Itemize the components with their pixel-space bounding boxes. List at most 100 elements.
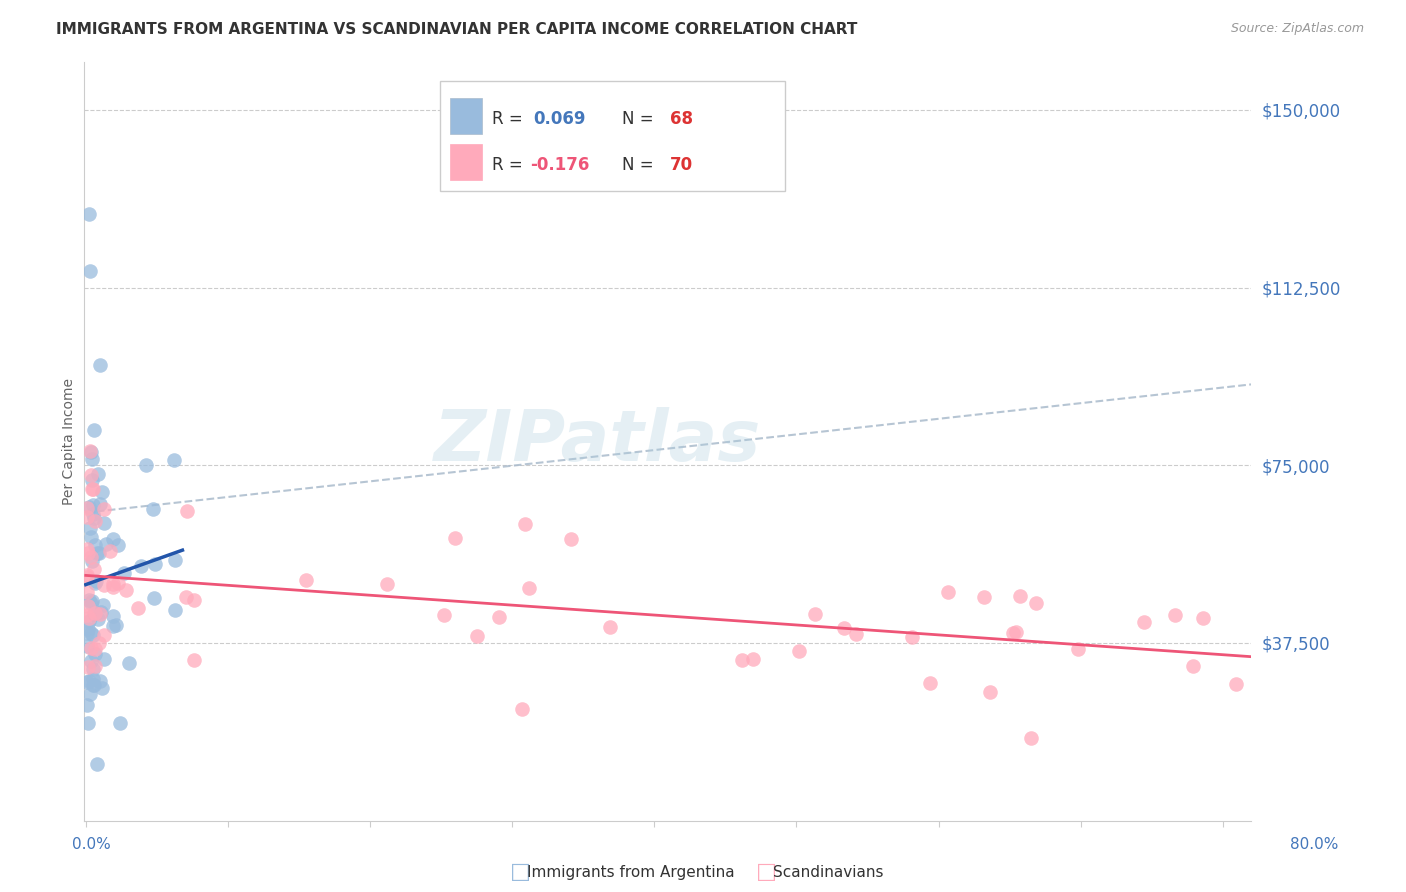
Point xyxy=(80,445,103,459)
Point xyxy=(135,458,157,473)
Point xyxy=(145,558,167,572)
Point xyxy=(1001,626,1024,640)
Point xyxy=(76,570,98,584)
Text: N =: N = xyxy=(623,156,659,174)
Point xyxy=(1021,731,1043,745)
Text: R =: R = xyxy=(492,156,527,174)
Point xyxy=(101,532,124,546)
Point xyxy=(79,521,101,535)
Point xyxy=(76,608,98,623)
Point xyxy=(84,606,107,620)
Point xyxy=(80,452,103,467)
Text: ZIPatlas: ZIPatlas xyxy=(434,407,762,476)
Point xyxy=(83,514,105,528)
Text: 80.0%: 80.0% xyxy=(1291,838,1339,852)
Point xyxy=(89,607,111,621)
Point xyxy=(900,630,922,644)
Point xyxy=(183,653,205,667)
Point xyxy=(87,467,110,482)
Point xyxy=(444,532,467,546)
Text: N =: N = xyxy=(623,111,659,128)
Point xyxy=(1132,615,1154,629)
Point xyxy=(77,592,100,607)
Text: Source: ZipAtlas.com: Source: ZipAtlas.com xyxy=(1230,22,1364,36)
Point xyxy=(76,674,98,689)
Point xyxy=(83,423,105,437)
Point xyxy=(80,467,103,482)
Point xyxy=(77,207,100,221)
Text: □: □ xyxy=(510,863,530,882)
Point xyxy=(803,607,825,621)
Point xyxy=(165,553,187,567)
Point xyxy=(142,502,165,516)
Point xyxy=(83,647,105,661)
Point xyxy=(112,566,135,580)
Text: 70: 70 xyxy=(671,156,693,174)
Point xyxy=(90,605,112,619)
Point xyxy=(845,627,868,641)
Point xyxy=(83,607,105,621)
Point xyxy=(129,559,152,574)
Point xyxy=(76,698,98,713)
Point xyxy=(80,595,103,609)
Point xyxy=(1164,608,1187,623)
Point xyxy=(731,653,754,667)
Text: -0.176: -0.176 xyxy=(530,156,589,174)
Point xyxy=(1008,589,1031,603)
Point xyxy=(87,612,110,626)
Point xyxy=(79,444,101,458)
Point xyxy=(101,619,124,633)
Point xyxy=(84,642,107,657)
Y-axis label: Per Capita Income: Per Capita Income xyxy=(62,378,76,505)
Point xyxy=(1067,642,1090,657)
Point xyxy=(515,516,537,531)
Point xyxy=(163,602,186,616)
Point xyxy=(77,715,100,730)
Point xyxy=(101,577,124,591)
Point xyxy=(89,673,111,688)
Point xyxy=(84,659,107,673)
Point xyxy=(375,576,398,591)
Point xyxy=(510,702,533,716)
Point xyxy=(76,500,98,515)
Point xyxy=(82,482,104,496)
Point xyxy=(174,591,197,605)
Point xyxy=(96,537,118,551)
Point xyxy=(83,510,105,524)
Point xyxy=(599,620,621,634)
Point xyxy=(176,504,198,518)
Point xyxy=(93,516,115,530)
Point xyxy=(488,610,510,624)
Point xyxy=(79,674,101,689)
Point xyxy=(84,574,107,588)
Point xyxy=(143,591,166,606)
Point xyxy=(1225,677,1247,691)
Point xyxy=(83,562,105,576)
Point xyxy=(86,756,108,771)
Point xyxy=(80,594,103,608)
Point xyxy=(76,584,98,599)
Point xyxy=(82,507,104,521)
Point xyxy=(118,656,141,670)
Point xyxy=(89,497,111,511)
Point xyxy=(79,500,101,515)
Point xyxy=(560,532,582,546)
Point xyxy=(93,502,115,516)
Point xyxy=(787,644,810,658)
Point xyxy=(742,651,765,665)
Point xyxy=(467,629,489,643)
Point xyxy=(80,473,103,487)
Point xyxy=(77,599,100,613)
Text: □: □ xyxy=(756,863,776,882)
Point xyxy=(84,576,107,591)
Point xyxy=(83,678,105,692)
Point xyxy=(76,541,98,556)
Point xyxy=(80,550,103,565)
Point xyxy=(77,623,100,637)
FancyBboxPatch shape xyxy=(450,144,482,180)
Point xyxy=(91,598,114,612)
Point xyxy=(76,626,98,640)
Point xyxy=(76,640,98,654)
Point xyxy=(517,581,540,595)
Point xyxy=(80,482,103,496)
